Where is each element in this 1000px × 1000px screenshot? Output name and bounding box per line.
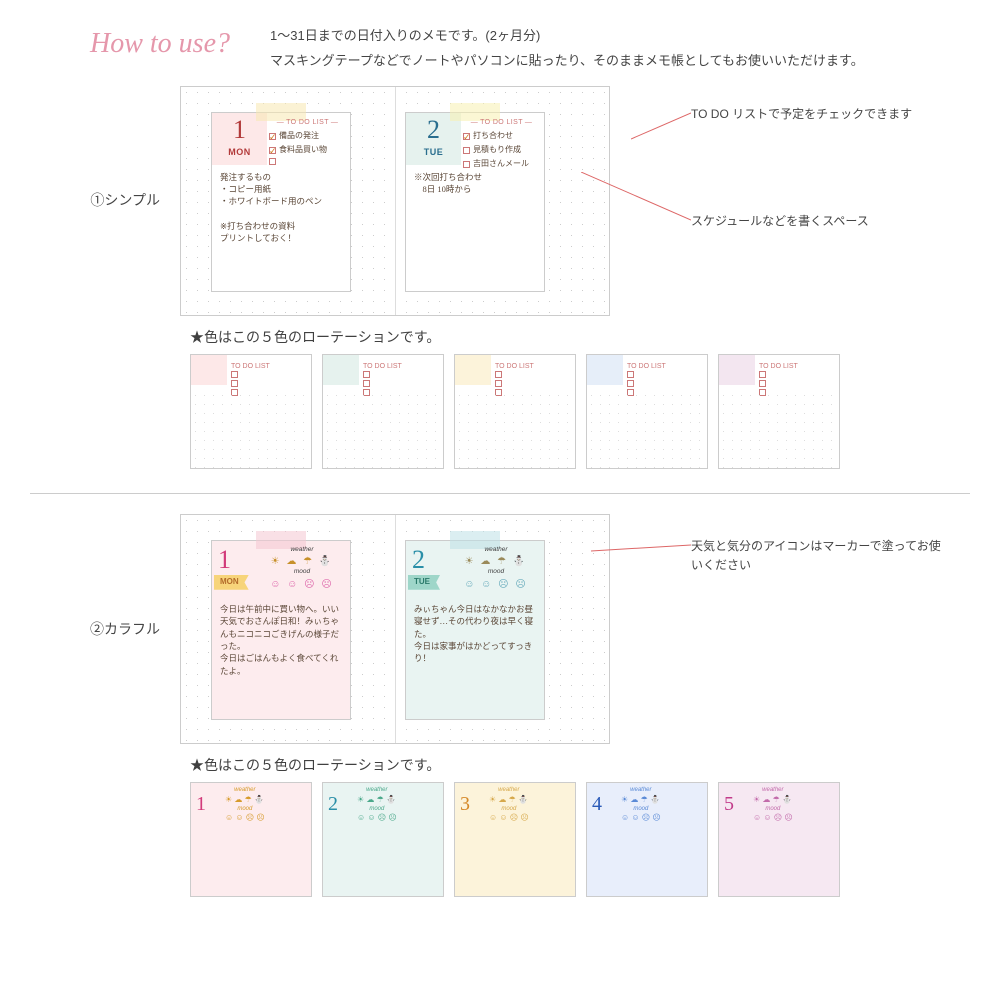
description: 1〜31日までの日付入りのメモです。(2ヶ月分) マスキングテープなどでノートや… bbox=[270, 22, 864, 72]
day-tag: TUE bbox=[408, 575, 440, 590]
memo-card-colorful: 1 MON weather ☀ ☁ ☂ ⛄ mood ☺ ☺ ☹ ☹ 今日は午前… bbox=[211, 540, 351, 720]
weather-icons: ☀ ☁ ☂ ⛄ bbox=[452, 556, 540, 567]
callout: TO DO リストで予定をチェックできます bbox=[691, 105, 912, 124]
section-label: ①シンプル bbox=[30, 189, 160, 211]
rotation-title: ★色はこの５色のローテーションです。 bbox=[190, 326, 970, 348]
notebook-simple: 1 MON TO DO LIST 備品の発注 食料品買い物 発注するもの ・コピ… bbox=[180, 86, 610, 316]
divider bbox=[30, 493, 970, 494]
swatch: 1TO DO LIST bbox=[190, 354, 312, 469]
todo-item: 打ち合わせ bbox=[463, 130, 540, 143]
day-number: 2 bbox=[412, 547, 425, 573]
day-tag: MON bbox=[214, 575, 249, 590]
swatch-colorful: 4weather☀ ☁ ☂ ⛄mood☺ ☺ ☹ ☹ bbox=[586, 782, 708, 897]
todo-item: 食料品買い物 bbox=[269, 144, 346, 157]
checkbox-icon bbox=[463, 161, 470, 168]
card-head: 2 TUE weather ☀ ☁ ☂ ⛄ mood ☺ ☺ ☹ ☹ bbox=[406, 541, 544, 597]
todo-item: 備品の発注 bbox=[269, 130, 346, 143]
callouts: 天気と気分のアイコンはマーカーで塗ってお使いください bbox=[661, 515, 981, 743]
rotation-title: ★色はこの５色のローテーションです。 bbox=[190, 754, 970, 776]
swatch-colorful: 3weather☀ ☁ ☂ ⛄mood☺ ☺ ☹ ☹ bbox=[454, 782, 576, 897]
mood-label: mood bbox=[452, 567, 540, 577]
todo-title: TO DO LIST bbox=[269, 117, 346, 128]
swatch-colorful: 1weather☀ ☁ ☂ ⛄mood☺ ☺ ☹ ☹ bbox=[190, 782, 312, 897]
section-colorful: ②カラフル 1 MON weather ☀ ☁ ☂ ⛄ mood ☺ ☺ ☹ ☹ bbox=[30, 514, 970, 744]
swatch: 4TO DO LIST bbox=[586, 354, 708, 469]
memo-card-colorful: 2 TUE weather ☀ ☁ ☂ ⛄ mood ☺ ☺ ☹ ☹ みぃちゃん… bbox=[405, 540, 545, 720]
weather-label: weather bbox=[452, 545, 540, 555]
todo-item bbox=[269, 158, 346, 165]
section-simple: ①シンプル 1 MON TO DO LIST 備品の発注 食料品買い物 bbox=[30, 86, 970, 316]
swatch: 2TO DO LIST bbox=[322, 354, 444, 469]
weather-label: weather bbox=[258, 545, 346, 555]
callouts: TO DO リストで予定をチェックできます スケジュールなどを書くスペース bbox=[661, 87, 981, 315]
todo-item: 吉田さんメール bbox=[463, 158, 540, 171]
todo-column: TO DO LIST 備品の発注 食料品買い物 bbox=[267, 113, 350, 165]
checkbox-icon bbox=[269, 147, 276, 154]
todo-column: TO DO LIST 打ち合わせ 見積もり作成 吉田さんメール bbox=[461, 113, 544, 165]
memo-card: 1 MON TO DO LIST 備品の発注 食料品買い物 発注するもの ・コピ… bbox=[211, 112, 351, 292]
card-head: 1 MON TO DO LIST 備品の発注 食料品買い物 bbox=[212, 113, 350, 165]
description-line: 1〜31日までの日付入りのメモです。(2ヶ月分) bbox=[270, 22, 864, 47]
checkbox-icon bbox=[463, 133, 470, 140]
notebook-colorful: 1 MON weather ☀ ☁ ☂ ⛄ mood ☺ ☺ ☹ ☹ 今日は午前… bbox=[180, 514, 610, 744]
checkbox-icon bbox=[463, 147, 470, 154]
day-label: TUE bbox=[424, 145, 444, 159]
rotation-simple: 1TO DO LIST 2TO DO LIST 3TO DO LIST 4TO … bbox=[190, 354, 970, 469]
page-title: How to use? bbox=[30, 22, 230, 67]
day-label: MON bbox=[228, 145, 251, 159]
swatch-colorful: 2weather☀ ☁ ☂ ⛄mood☺ ☺ ☹ ☹ bbox=[322, 782, 444, 897]
card-body: 発注するもの ・コピー用紙 ・ホワイトボード用のペン ※打ち合わせの資料 プリン… bbox=[212, 165, 350, 251]
mood-icons: ☺ ☺ ☹ ☹ bbox=[452, 579, 540, 590]
mood-icons: ☺ ☺ ☹ ☹ bbox=[258, 579, 346, 590]
swatch-colorful: 5weather☀ ☁ ☂ ⛄mood☺ ☺ ☹ ☹ bbox=[718, 782, 840, 897]
section-label: ②カラフル bbox=[30, 618, 160, 640]
checkbox-icon bbox=[269, 158, 276, 165]
memo-card: 2 TUE TO DO LIST 打ち合わせ 見積もり作成 吉田さんメール ※次… bbox=[405, 112, 545, 292]
mood-label: mood bbox=[258, 567, 346, 577]
day-number: 2 bbox=[427, 117, 440, 143]
weather-icons: ☀ ☁ ☂ ⛄ bbox=[258, 556, 346, 567]
description-line: マスキングテープなどでノートやパソコンに貼ったり、そのままメモ帳としてもお使いい… bbox=[270, 47, 864, 72]
day-number: 1 bbox=[218, 547, 231, 573]
day-number: 1 bbox=[233, 117, 246, 143]
card-body: 今日は午前中に買い物へ。いい天気でおさんぽ日和！みぃちゃんもニコニコごきげんの様… bbox=[212, 597, 350, 683]
callout: 天気と気分のアイコンはマーカーで塗ってお使いください bbox=[691, 537, 951, 575]
swatch: 3TO DO LIST bbox=[454, 354, 576, 469]
checkbox-icon bbox=[269, 133, 276, 140]
callout: スケジュールなどを書くスペース bbox=[691, 212, 869, 231]
rotation-colorful: 1weather☀ ☁ ☂ ⛄mood☺ ☺ ☹ ☹ 2weather☀ ☁ ☂… bbox=[190, 782, 970, 897]
header: How to use? 1〜31日までの日付入りのメモです。(2ヶ月分) マスキ… bbox=[30, 22, 970, 72]
card-head: 2 TUE TO DO LIST 打ち合わせ 見積もり作成 吉田さんメール bbox=[406, 113, 544, 165]
todo-title: TO DO LIST bbox=[463, 117, 540, 128]
card-head: 1 MON weather ☀ ☁ ☂ ⛄ mood ☺ ☺ ☹ ☹ bbox=[212, 541, 350, 597]
todo-item: 見積もり作成 bbox=[463, 144, 540, 157]
card-body: みぃちゃん今日はなかなかお昼寝せず…その代わり夜は早く寝た。 今日は家事がはかど… bbox=[406, 597, 544, 671]
swatch: 5TO DO LIST bbox=[718, 354, 840, 469]
